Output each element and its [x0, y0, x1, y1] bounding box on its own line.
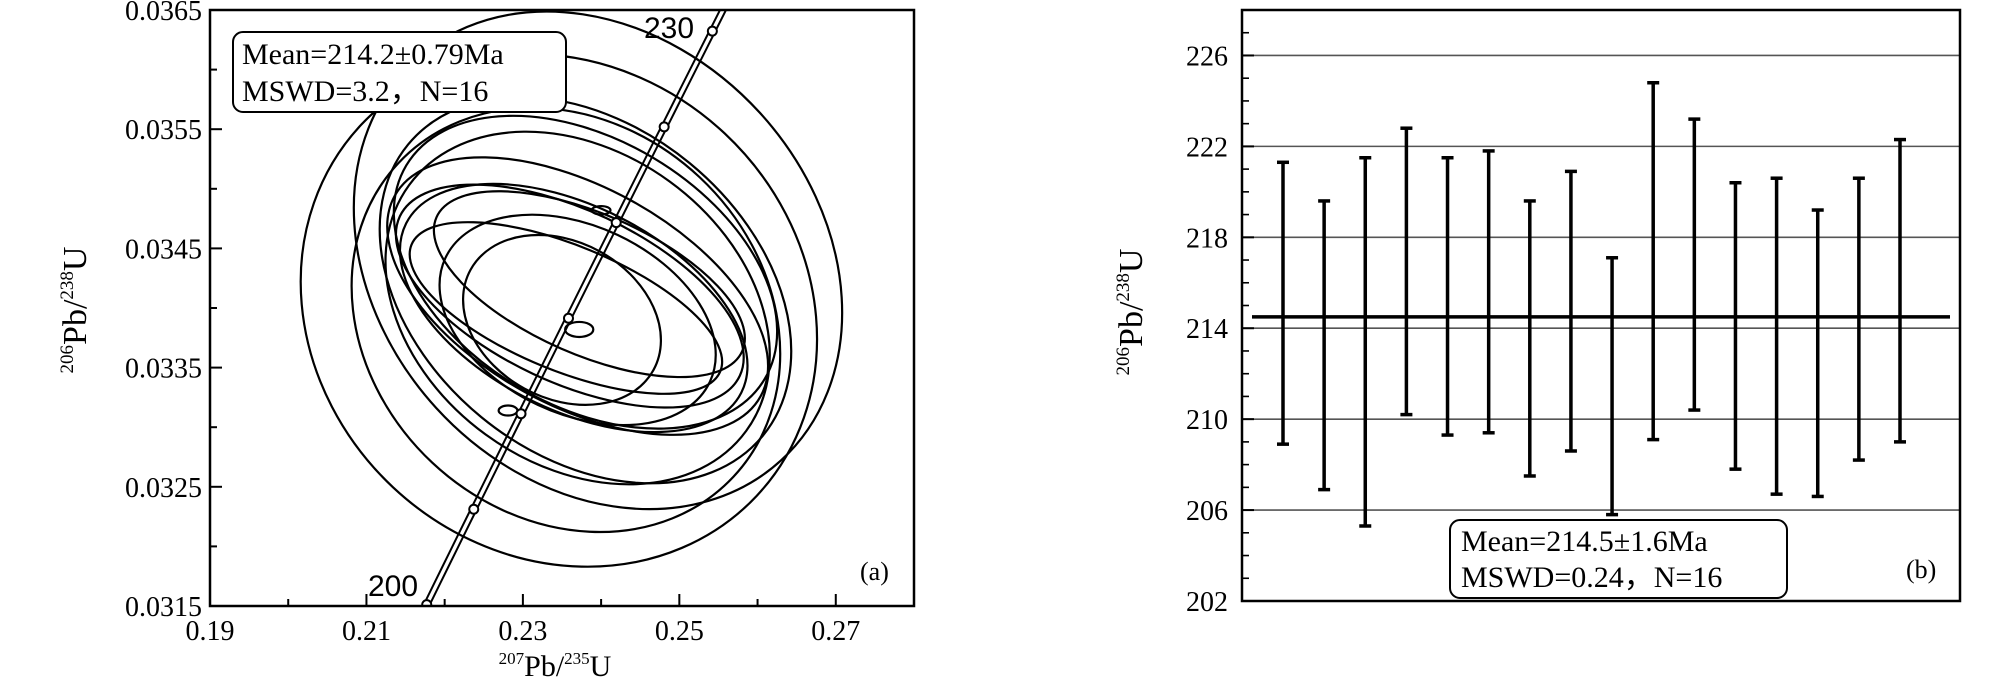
weighted-mean-panel: 202 206 210 214 218 222 226 Mean=214.5±1.6Ma M…	[1113, 8, 1962, 618]
y-label-base-a: Pb/	[1113, 301, 1150, 347]
x-tick-label: 0.23	[498, 616, 547, 647]
y-tick-label: 0.0355	[125, 115, 202, 146]
y-label-base-b: U	[57, 247, 94, 272]
x-tick-label: 0.27	[811, 616, 860, 647]
y-axis-ticks: 0.0315 0.0325 0.0335 0.0345 0.0355 0.0365	[125, 0, 222, 623]
weighted-mean-panel-label: (b)	[1906, 555, 1936, 584]
concordia-panel: 0.0315 0.0325 0.0335 0.0345 0.0355 0.0365 0.1…	[57, 0, 916, 680]
y-tick-label: 218	[1186, 223, 1228, 254]
x-label-base-b: U	[590, 650, 612, 680]
concordia-stats-box	[232, 31, 567, 113]
error-ellipse	[299, 52, 819, 568]
weighted-mean-text: Mean=214.5±1.6Ma	[1461, 525, 1708, 558]
y-label-sup-b: 238	[1113, 273, 1134, 302]
y-tick-label: 206	[1186, 496, 1228, 527]
x-label-sup-b: 235	[564, 649, 590, 668]
y-tick-label: 210	[1186, 405, 1228, 436]
x-axis-ticks: 0.19 0.21 0.23 0.25 0.27	[186, 594, 860, 647]
error-ellipse	[392, 114, 779, 430]
y-tick-label: 0.0325	[125, 473, 202, 504]
y-tick-label: 214	[1186, 314, 1228, 345]
concordia-age-marker	[610, 217, 622, 229]
age-error-bars	[1277, 80, 1906, 528]
x-tick-label: 0.21	[342, 616, 391, 647]
y-tick-label: 0.0315	[125, 592, 202, 623]
y-label-sup-b: 238	[57, 271, 78, 300]
concordia-x-axis-label: 207Pb/235U	[499, 649, 612, 680]
error-ellipse	[590, 204, 612, 216]
concordia-age-marker	[658, 121, 670, 133]
y-tick-label: 202	[1186, 587, 1228, 618]
x-tick-label: 0.19	[186, 616, 235, 647]
y-tick-label: 0.0365	[125, 0, 202, 27]
weighted-mean-stats-box	[1449, 519, 1788, 599]
error-ellipse	[394, 183, 745, 409]
weighted-mswd-text: MSWD=0.24，N=16	[1461, 561, 1722, 594]
concordia-age-marker	[421, 599, 433, 606]
error-ellipse	[350, 106, 782, 534]
concordia-end-label: 230	[644, 12, 694, 45]
x-label-base-a: Pb/	[524, 650, 565, 680]
y-tick-label: 0.0335	[125, 354, 202, 385]
weighted-mean-y-axis-label: 206Pb/238U	[1113, 249, 1150, 376]
x-label-sup-a: 207	[499, 649, 525, 668]
y-label-sup-a: 206	[57, 345, 78, 374]
concordia-curve	[421, 10, 728, 606]
concordia-start-label: 200	[368, 570, 418, 603]
y-tick-label: 226	[1186, 41, 1228, 72]
y-axis-ticks: 202 206 210 214 218 222 226	[1186, 9, 1254, 618]
y-tick-label: 0.0345	[125, 234, 202, 265]
concordia-age-marker	[706, 25, 718, 37]
concordia-mswd-text: MSWD=3.2，N=16	[242, 75, 488, 108]
concordia-panel-label: (a)	[860, 557, 889, 586]
error-ellipse	[384, 130, 771, 486]
concordia-y-axis-label: 206Pb/238U	[57, 247, 94, 374]
error-ellipse	[378, 95, 793, 485]
concordia-age-marker	[468, 503, 480, 515]
concordia-age-marker	[515, 408, 527, 420]
error-ellipse	[438, 213, 717, 427]
concordia-mean-text: Mean=214.2±0.79Ma	[242, 38, 504, 71]
y-label-base-b: U	[1113, 249, 1150, 274]
gridlines	[1242, 54, 1960, 511]
y-label-base-a: Pb/	[57, 299, 94, 345]
concordia-age-marker	[562, 312, 574, 324]
error-ellipse	[497, 404, 519, 417]
weighted-mean-plot-frame	[1240, 8, 1962, 603]
y-tick-label: 222	[1186, 132, 1228, 163]
y-label-sup-a: 206	[1113, 347, 1134, 376]
x-tick-label: 0.25	[655, 616, 704, 647]
